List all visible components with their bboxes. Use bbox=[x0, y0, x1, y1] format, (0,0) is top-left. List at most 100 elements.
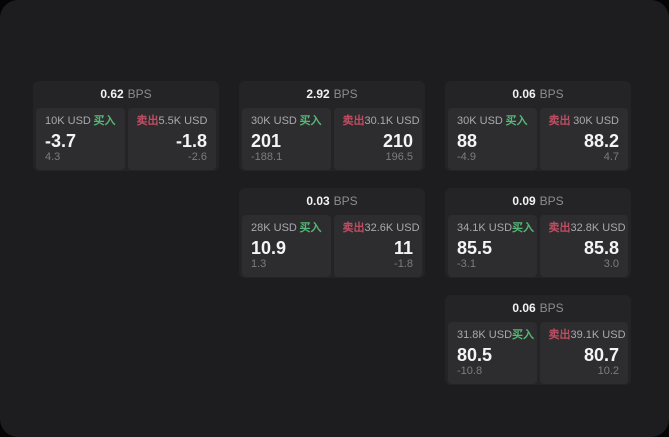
quote-card: 0.09 BPS 34.1K USD 买入 85.5 -3.1 卖出 32.8K… bbox=[445, 188, 631, 278]
buy-panel-top-row: 10K USD 买入 bbox=[45, 115, 116, 128]
sell-price: 210 bbox=[382, 131, 413, 151]
bps-value: 0.03 bbox=[306, 194, 330, 208]
buy-side-label: 买入 bbox=[512, 329, 535, 341]
buy-panel[interactable]: 28K USD 买入 10.9 1.3 bbox=[242, 215, 331, 277]
buy-size: 30K USD bbox=[251, 115, 297, 127]
bps-unit-label: BPS bbox=[333, 194, 358, 208]
card-panels: 10K USD 买入 -3.7 4.3 卖出 5.5K USD -1.8 -2.… bbox=[33, 108, 219, 171]
card-panels: 28K USD 买入 10.9 1.3 卖出 32.6K USD 11 -1.8 bbox=[239, 215, 425, 278]
buy-size: 28K USD bbox=[251, 222, 297, 234]
sell-panel-top-row: 卖出 5.5K USD bbox=[137, 115, 208, 128]
sell-side-label: 卖出 bbox=[342, 222, 365, 234]
sell-panel-top-row: 卖出 32.6K USD bbox=[342, 222, 420, 235]
buy-panel[interactable]: 10K USD 买入 -3.7 4.3 bbox=[36, 108, 125, 170]
card-panels: 34.1K USD 买入 85.5 -3.1 卖出 32.8K USD 85.8… bbox=[445, 215, 631, 278]
sell-change: 3.0 bbox=[603, 258, 619, 270]
sell-price: 88.2 bbox=[583, 131, 619, 151]
buy-price: 10.9 bbox=[251, 238, 287, 258]
buy-side-label: 买入 bbox=[93, 115, 116, 127]
buy-change: 4.3 bbox=[45, 151, 61, 163]
buy-change: -3.1 bbox=[457, 258, 476, 270]
buy-price: -3.7 bbox=[45, 131, 77, 151]
buy-panel-top-row: 34.1K USD 买入 bbox=[457, 222, 534, 235]
sell-panel[interactable]: 卖出 5.5K USD -1.8 -2.6 bbox=[127, 108, 216, 170]
buy-side-label: 买入 bbox=[505, 115, 528, 127]
card-header: 0.62 BPS bbox=[33, 81, 219, 108]
sell-price: 85.8 bbox=[583, 238, 619, 258]
card-panels: 30K USD 买入 88 -4.9 卖出 30K USD 88.2 4.7 bbox=[445, 108, 631, 171]
card-header: 2.92 BPS bbox=[239, 81, 425, 108]
sell-size: 32.8K USD bbox=[570, 222, 626, 234]
buy-change: -10.8 bbox=[457, 365, 483, 377]
quote-card: 0.06 BPS 30K USD 买入 88 -4.9 卖出 30K USD 8… bbox=[445, 81, 631, 171]
sell-side-label: 卖出 bbox=[548, 222, 571, 234]
sell-panel[interactable]: 卖出 32.6K USD 11 -1.8 bbox=[333, 215, 422, 277]
buy-size: 34.1K USD bbox=[457, 222, 513, 234]
buy-price: 80.5 bbox=[457, 345, 493, 365]
bps-value: 2.92 bbox=[306, 87, 330, 101]
bps-value: 0.62 bbox=[100, 87, 124, 101]
quote-card: 2.92 BPS 30K USD 买入 201 -188.1 卖出 30.1K … bbox=[239, 81, 425, 171]
sell-size: 30K USD bbox=[573, 115, 619, 127]
sell-change: 4.7 bbox=[603, 151, 619, 163]
card-header: 0.06 BPS bbox=[445, 81, 631, 108]
sell-panel[interactable]: 卖出 32.8K USD 85.8 3.0 bbox=[539, 215, 628, 277]
buy-price: 201 bbox=[251, 131, 282, 151]
sell-panel-top-row: 卖出 30.1K USD bbox=[342, 115, 420, 128]
buy-panel-top-row: 28K USD 买入 bbox=[251, 222, 322, 235]
buy-price: 85.5 bbox=[457, 238, 493, 258]
buy-panel-top-row: 31.8K USD 买入 bbox=[457, 329, 534, 342]
buy-price: 88 bbox=[457, 131, 478, 151]
sell-change: -1.8 bbox=[394, 258, 413, 270]
buy-panel[interactable]: 30K USD 买入 201 -188.1 bbox=[242, 108, 331, 170]
sell-panel[interactable]: 卖出 30.1K USD 210 196.5 bbox=[333, 108, 422, 170]
bps-unit-label: BPS bbox=[539, 87, 564, 101]
buy-side-label: 买入 bbox=[299, 222, 322, 234]
sell-panel-top-row: 卖出 30K USD bbox=[549, 115, 620, 128]
sell-price: -1.8 bbox=[175, 131, 207, 151]
sell-size: 32.6K USD bbox=[364, 222, 420, 234]
quote-card: 0.06 BPS 31.8K USD 买入 80.5 -10.8 卖出 39.1… bbox=[445, 295, 631, 385]
sell-side-label: 卖出 bbox=[548, 115, 571, 127]
sell-change: -2.6 bbox=[188, 151, 207, 163]
sell-panel[interactable]: 卖出 39.1K USD 80.7 10.2 bbox=[539, 322, 628, 384]
bps-unit-label: BPS bbox=[127, 87, 152, 101]
sell-panel[interactable]: 卖出 30K USD 88.2 4.7 bbox=[539, 108, 628, 170]
sell-side-label: 卖出 bbox=[548, 329, 571, 341]
card-panels: 31.8K USD 买入 80.5 -10.8 卖出 39.1K USD 80.… bbox=[445, 322, 631, 385]
bps-unit-label: BPS bbox=[539, 301, 564, 315]
buy-change: 1.3 bbox=[251, 258, 267, 270]
buy-panel-top-row: 30K USD 买入 bbox=[457, 115, 528, 128]
sell-panel-top-row: 卖出 39.1K USD bbox=[548, 329, 626, 342]
bps-unit-label: BPS bbox=[333, 87, 358, 101]
quote-card: 0.62 BPS 10K USD 买入 -3.7 4.3 卖出 5.5K USD… bbox=[33, 81, 219, 171]
buy-panel[interactable]: 30K USD 买入 88 -4.9 bbox=[448, 108, 537, 170]
sell-panel-top-row: 卖出 32.8K USD bbox=[548, 222, 626, 235]
bps-value: 0.09 bbox=[512, 194, 536, 208]
sell-size: 5.5K USD bbox=[158, 115, 208, 127]
buy-size: 31.8K USD bbox=[457, 329, 513, 341]
card-header: 0.09 BPS bbox=[445, 188, 631, 215]
sell-price: 11 bbox=[393, 238, 413, 258]
sell-change: 10.2 bbox=[597, 365, 619, 377]
sell-price: 80.7 bbox=[583, 345, 619, 365]
buy-change: -188.1 bbox=[251, 151, 283, 163]
quotes-grid: 0.62 BPS 10K USD 买入 -3.7 4.3 卖出 5.5K USD… bbox=[33, 81, 631, 385]
card-panels: 30K USD 买入 201 -188.1 卖出 30.1K USD 210 1… bbox=[239, 108, 425, 171]
buy-panel-top-row: 30K USD 买入 bbox=[251, 115, 322, 128]
bps-value: 0.06 bbox=[512, 301, 536, 315]
sell-size: 39.1K USD bbox=[570, 329, 626, 341]
buy-panel[interactable]: 34.1K USD 买入 85.5 -3.1 bbox=[448, 215, 537, 277]
quote-card: 0.03 BPS 28K USD 买入 10.9 1.3 卖出 32.6K US… bbox=[239, 188, 425, 278]
buy-side-label: 买入 bbox=[512, 222, 535, 234]
buy-panel[interactable]: 31.8K USD 买入 80.5 -10.8 bbox=[448, 322, 537, 384]
card-header: 0.06 BPS bbox=[445, 295, 631, 322]
bps-value: 0.06 bbox=[512, 87, 536, 101]
buy-change: -4.9 bbox=[457, 151, 476, 163]
sell-side-label: 卖出 bbox=[136, 115, 159, 127]
sell-side-label: 卖出 bbox=[342, 115, 365, 127]
bps-unit-label: BPS bbox=[539, 194, 564, 208]
buy-size: 30K USD bbox=[457, 115, 503, 127]
sell-change: 196.5 bbox=[385, 151, 413, 163]
